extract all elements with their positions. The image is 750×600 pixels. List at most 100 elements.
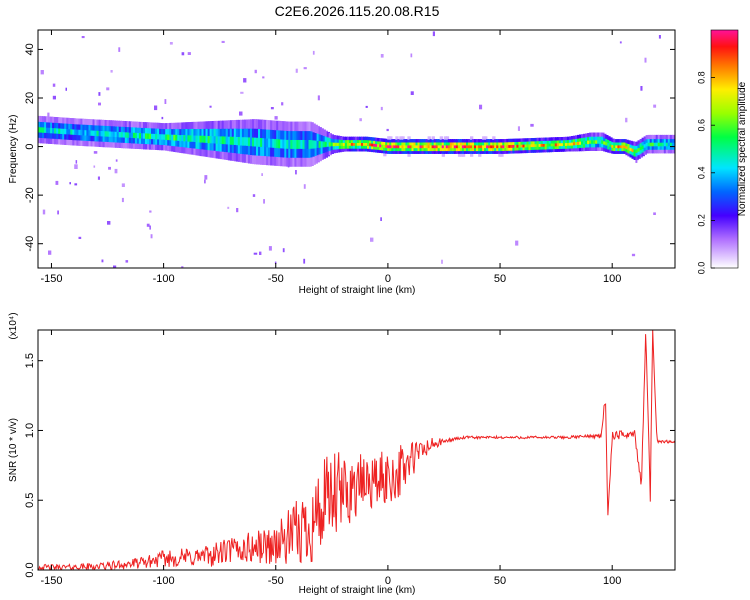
spectrogram-cell [141, 143, 145, 150]
spectrogram-cell [589, 139, 593, 144]
spectrogram-cell [217, 143, 221, 152]
spectrogram-cell [516, 138, 520, 142]
spectrogram-cell [655, 138, 659, 143]
spectrogram-cell [55, 180, 59, 185]
spectrogram-cell [451, 147, 456, 152]
spectrogram-cell [645, 149, 649, 154]
spectrogram-cell [439, 142, 443, 146]
spectrogram-cell [340, 142, 345, 146]
spectrogram-cell [516, 141, 520, 145]
spectrogram-cell [597, 139, 601, 144]
spectrogram-cell [107, 221, 111, 225]
spectrogram-cell [225, 128, 229, 137]
spectrogram-cell [324, 130, 328, 137]
spectrogram-cell [667, 138, 672, 143]
spectrogram-cell [562, 139, 567, 144]
spectrogram-cell [611, 144, 615, 148]
spectrogram-cell [104, 120, 108, 126]
spectrogram-cell [352, 148, 357, 152]
spectrogram-cell [165, 133, 169, 140]
spectrogram-cell [225, 143, 229, 153]
spectrogram-cell [409, 142, 413, 146]
spectrogram-cell [488, 144, 492, 149]
spectrogram-cell [570, 136, 575, 140]
spectrogram-cell [98, 130, 102, 137]
spectrogram-cell [243, 128, 248, 138]
spectrogram-cell [657, 142, 661, 147]
spectrogram-cell [365, 148, 369, 152]
spectrogram-cell [421, 147, 425, 152]
spectrogram-cell [187, 134, 191, 142]
spectrogram-cell [389, 147, 393, 152]
spectrogram-cell [522, 144, 526, 148]
spectrogram-cell [159, 139, 163, 145]
spectrogram-cell [209, 142, 213, 151]
spectrogram-cell [566, 139, 571, 143]
spectrogram-cell [153, 128, 157, 134]
spectrogram-cell [62, 133, 66, 140]
spectrogram-cell [369, 148, 373, 152]
spectrogram-cell [332, 145, 336, 150]
spectrogram-cell [635, 155, 639, 161]
spectrogram-cell [512, 138, 516, 143]
spectrogram-cell [207, 121, 211, 129]
spectrogram-cell [667, 142, 672, 147]
spectrogram-cell [508, 150, 512, 154]
spectrogram-cell [312, 123, 316, 133]
spectrogram-cell [128, 137, 133, 144]
spectrogram-cell [599, 143, 603, 148]
spectrogram-cell [651, 142, 655, 147]
spectrogram-cell [262, 128, 266, 139]
spectrogram-cell [235, 152, 240, 162]
spectrogram-cell [508, 147, 512, 151]
spectrogram-cell [587, 133, 591, 138]
spectrogram-cell [641, 148, 645, 153]
spectrogram-cell [118, 120, 122, 127]
spectrogram-cell [383, 152, 387, 157]
spectrogram-cell [583, 143, 587, 148]
spectrogram-cell [645, 142, 649, 147]
spectrogram-cell [607, 139, 611, 144]
spectrogram-cell [524, 138, 528, 142]
spectrogram-cell [476, 139, 480, 143]
spectrogram-cell [280, 156, 284, 167]
spectrogram-cell [601, 132, 605, 137]
spectrogram-cell [577, 134, 581, 139]
spectrogram-cell [380, 106, 383, 111]
spectrogram-cell [579, 141, 583, 145]
x-tick-label: 100 [603, 273, 621, 285]
spectrogram-cell [540, 140, 544, 144]
spectrogram-cell [663, 138, 668, 143]
spectrogram-cell [81, 36, 85, 39]
spectrogram-cell [556, 142, 561, 147]
spectrogram-cell [93, 165, 96, 168]
spectrogram-cell [579, 147, 583, 152]
spectrogram-cell [562, 148, 567, 152]
spectrogram-cell [306, 139, 310, 149]
spectrogram-cell [572, 147, 577, 152]
spectrogram-cell [486, 139, 490, 143]
spectrogram-cell [595, 143, 599, 148]
spectrogram-cell [54, 122, 58, 129]
spectrogram-cell [60, 122, 64, 129]
spectrogram-cell [649, 134, 653, 140]
spectrogram-cell [427, 147, 431, 152]
spectrogram-cell [130, 137, 135, 144]
spectrogram-cell [164, 99, 167, 104]
spectrogram-cell [286, 130, 290, 140]
spectrogram-cell [191, 147, 195, 155]
spectrogram-cell [399, 139, 403, 143]
spectrogram-cell [407, 150, 411, 154]
spectrogram-cell [225, 136, 229, 145]
spectrogram-cell [524, 146, 528, 151]
spectrogram-cell [113, 265, 117, 268]
spectrogram-cell [183, 128, 187, 136]
spectrogram-cell [405, 150, 409, 154]
spectrogram-cell [522, 141, 526, 145]
spectrogram-cell [310, 122, 314, 132]
spectrogram-cell [122, 126, 127, 133]
spectrogram-cell [651, 138, 655, 143]
spectrogram-cell [78, 134, 82, 141]
spectrogram-cell [74, 139, 78, 146]
spectrogram-cell [183, 140, 187, 148]
